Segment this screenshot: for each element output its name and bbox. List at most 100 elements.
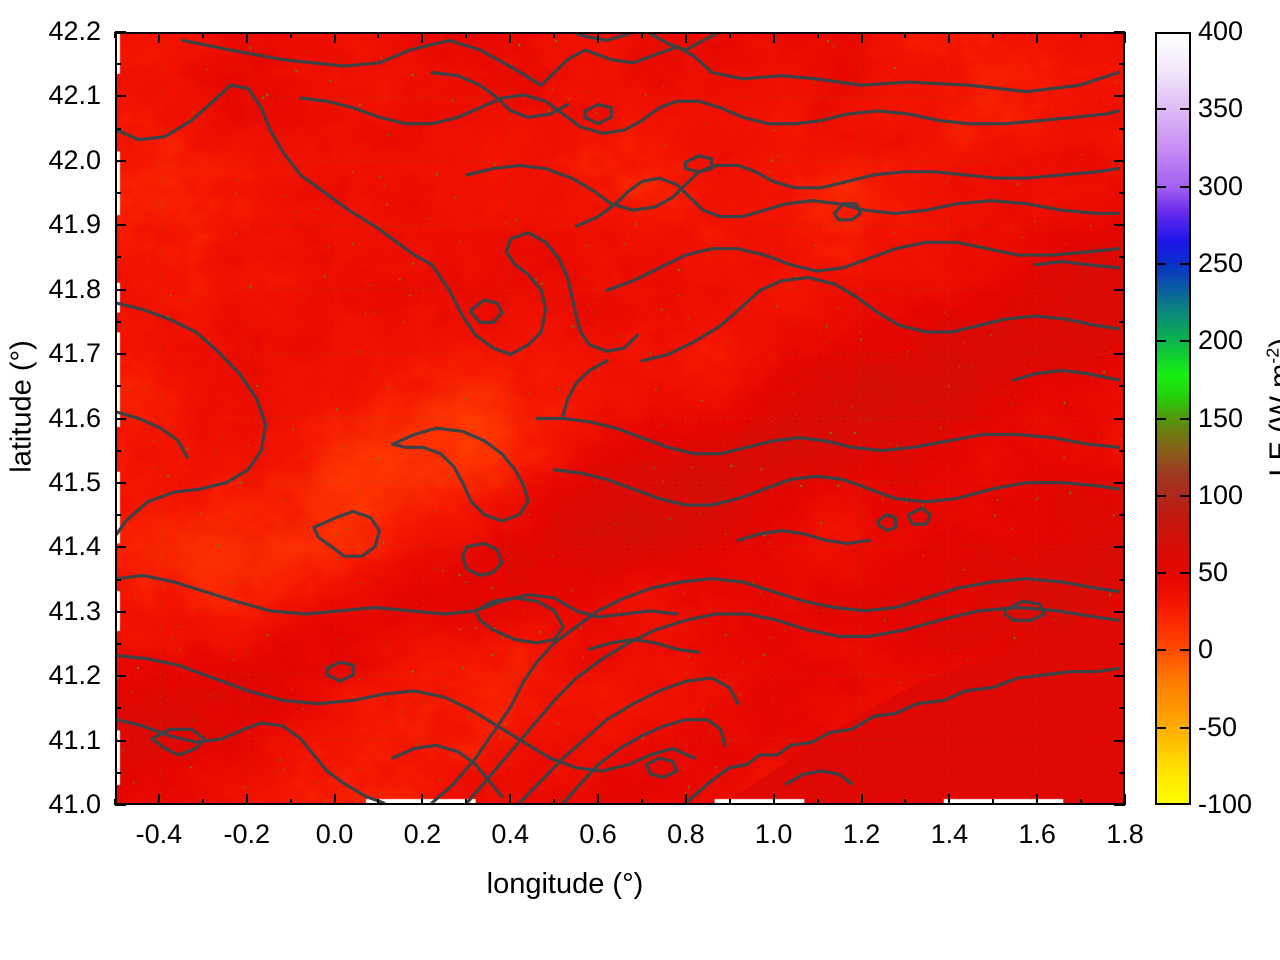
y-tick-minor-right	[1119, 642, 1125, 645]
colorbar-tick	[1155, 649, 1191, 652]
x-tick-major-top	[333, 32, 336, 43]
y-tick-major-right	[1114, 31, 1125, 33]
x-tick-minor	[201, 799, 204, 805]
y-tick-major	[115, 95, 126, 98]
x-tick-major	[860, 794, 863, 805]
x-tick-major-top	[245, 32, 248, 43]
y-tick-major-right	[1114, 353, 1125, 356]
x-tick-minor-top	[1080, 32, 1083, 38]
x-tick-minor	[553, 799, 556, 805]
y-tick-minor	[115, 449, 121, 452]
y-tick-label: 41.8	[48, 273, 101, 304]
y-tick-minor-right	[1119, 385, 1125, 388]
y-tick-major-right	[1114, 288, 1125, 291]
colorbar-tick	[1155, 185, 1191, 188]
x-tick-minor-top	[816, 32, 819, 38]
colorbar-tick	[1155, 726, 1191, 729]
map-plot-area	[115, 32, 1125, 805]
y-tick-minor	[115, 320, 121, 323]
y-tick-major-right	[1114, 95, 1125, 98]
x-tick-label: 1.8	[1106, 819, 1144, 849]
y-tick-minor	[115, 578, 121, 581]
x-tick-minor	[377, 799, 380, 805]
colorbar-tick-label: 400	[1198, 16, 1244, 46]
x-tick-minor-top	[201, 32, 204, 38]
x-tick-major	[245, 794, 248, 805]
contour-lines	[117, 34, 1121, 803]
x-tick-minor	[289, 799, 292, 805]
x-tick-label: 0.2	[403, 819, 442, 849]
y-tick-minor-right	[1119, 578, 1125, 581]
y-tick-major	[115, 804, 126, 806]
x-tick-minor-top	[465, 32, 468, 38]
colorbar-tick-label: 150	[1198, 402, 1244, 433]
x-tick-minor	[728, 799, 731, 805]
y-tick-minor	[115, 385, 121, 388]
x-tick-minor-top	[553, 32, 556, 38]
x-axis-title: longitude (°)	[486, 868, 644, 900]
y-tick-major	[115, 546, 126, 549]
colorbar-tick	[1155, 572, 1191, 575]
y-tick-label: 41.9	[48, 209, 101, 240]
x-tick-minor-top	[114, 32, 116, 38]
colorbar-tick	[1155, 262, 1191, 265]
y-tick-minor-right	[1119, 127, 1125, 130]
x-tick-major	[948, 794, 951, 805]
colorbar-tick-label: 350	[1198, 93, 1244, 124]
x-tick-major-top	[684, 32, 687, 43]
x-tick-label: 1.2	[842, 819, 881, 849]
y-tick-major-right	[1114, 804, 1125, 806]
colorbar-tick	[1155, 340, 1191, 343]
x-tick-major	[333, 794, 336, 805]
x-tick-major-top	[1124, 32, 1126, 43]
x-tick-label: -0.2	[223, 819, 270, 849]
colorbar-title-main: LE (W m	[1264, 364, 1280, 477]
y-tick-minor	[115, 707, 121, 710]
y-tick-major-right	[1114, 159, 1125, 162]
y-tick-label: 41.7	[48, 338, 101, 369]
y-tick-label: 41.3	[48, 595, 101, 626]
x-tick-major	[597, 794, 600, 805]
y-tick-major-right	[1114, 224, 1125, 227]
y-tick-minor	[115, 514, 121, 517]
y-tick-label: 41.1	[48, 724, 101, 755]
colorbar-tick-label: -100	[1198, 789, 1253, 819]
x-tick-major-top	[860, 32, 863, 43]
x-tick-label: 1.4	[930, 819, 969, 849]
x-tick-major	[772, 794, 775, 805]
colorbar-title-exponent: -2	[1262, 347, 1280, 364]
y-tick-major	[115, 31, 126, 33]
y-tick-label: 41.2	[48, 660, 101, 691]
x-tick-minor-top	[289, 32, 292, 38]
colorbar-title-close: )	[1264, 338, 1280, 348]
colorbar-tick	[1155, 417, 1191, 420]
x-tick-label: 0.0	[315, 819, 354, 849]
y-tick-minor	[115, 63, 121, 66]
x-tick-minor	[992, 799, 995, 805]
x-tick-major-top	[1036, 32, 1039, 43]
y-axis-title: latitude (°)	[5, 340, 38, 473]
x-tick-minor-top	[640, 32, 643, 38]
y-tick-minor-right	[1119, 707, 1125, 710]
x-tick-major	[421, 794, 424, 805]
colorbar-tick-label: 250	[1198, 247, 1244, 278]
colorbar-tick-label: -50	[1198, 711, 1238, 742]
colorbar-tick-label: 100	[1198, 479, 1244, 510]
x-tick-major	[157, 794, 160, 805]
colorbar-tick	[1155, 494, 1191, 497]
x-tick-major-top	[509, 32, 512, 43]
y-tick-minor	[115, 127, 121, 130]
y-tick-minor-right	[1119, 256, 1125, 259]
x-tick-major	[684, 794, 687, 805]
x-tick-minor	[1080, 799, 1083, 805]
y-tick-label: 41.5	[48, 466, 101, 497]
y-tick-minor	[115, 771, 121, 774]
y-tick-major-right	[1114, 610, 1125, 613]
x-tick-major	[1124, 794, 1126, 805]
x-tick-major	[1036, 794, 1039, 805]
x-tick-label: 0.4	[491, 819, 529, 849]
y-tick-major	[115, 159, 126, 162]
y-tick-major	[115, 739, 126, 742]
y-tick-minor-right	[1119, 771, 1125, 774]
x-tick-minor-top	[904, 32, 907, 38]
